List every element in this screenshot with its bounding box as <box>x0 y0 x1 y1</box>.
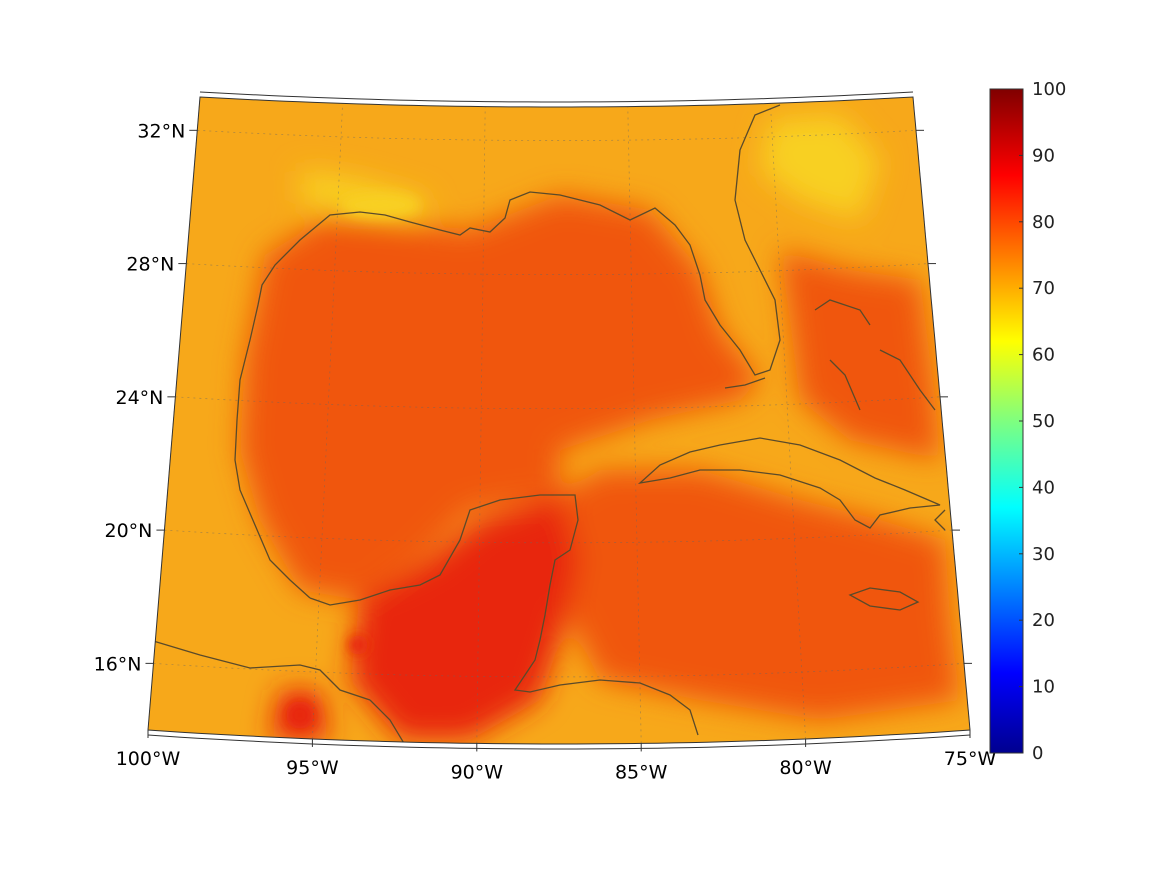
field-details <box>286 193 420 729</box>
lat-tick-label: 32°N <box>137 120 185 142</box>
parallel-line <box>175 396 941 410</box>
colorbar-ticks: 0 10 20 30 40 50 60 70 80 90 100 <box>1019 79 1066 764</box>
colorbar-tick-label: 60 <box>1032 345 1055 366</box>
lon-tick-label: 90°W <box>451 761 504 783</box>
cool-northeast-patch <box>760 115 880 220</box>
lat-tick-label: 20°N <box>105 520 153 542</box>
longitude-labels: 100°W 95°W 90°W 85°W 80°W 75°W <box>116 730 997 783</box>
parallel-line <box>186 263 929 275</box>
coastline-florida-keys <box>724 377 766 389</box>
colorbar-tick-label: 50 <box>1032 411 1055 432</box>
colorbar-tick-label: 90 <box>1032 145 1055 166</box>
frame-bottom-outer <box>147 734 971 750</box>
cool-spot <box>340 193 420 217</box>
coastline-jamaica <box>848 587 920 611</box>
lon-tick-label: 95°W <box>286 757 339 779</box>
colorbar-tick-label: 80 <box>1032 212 1055 233</box>
atlantic-patch <box>780 250 940 460</box>
frame-outline <box>147 96 971 745</box>
colorbar-tick-label: 10 <box>1032 677 1055 698</box>
map-frame <box>147 91 971 750</box>
colorbar-bar <box>989 88 1024 754</box>
latitude-labels: 16°N 20°N 24°N 28°N 32°N <box>94 120 972 675</box>
caribbean-patch <box>560 470 960 720</box>
lon-tick-label: 100°W <box>116 748 181 770</box>
meridian-line <box>476 106 486 744</box>
meridian-line <box>312 103 343 740</box>
colorbar-tick-label: 100 <box>1032 79 1066 100</box>
lat-tick-label: 24°N <box>116 387 164 409</box>
hot-spot <box>348 635 368 655</box>
hot-spot-2 <box>286 701 314 729</box>
colorbar-tick-label: 30 <box>1032 544 1055 565</box>
data-field <box>148 97 970 744</box>
colorbar-tick-label: 0 <box>1032 743 1043 764</box>
lat-tick-label: 28°N <box>126 254 174 276</box>
meridian-line <box>770 103 806 740</box>
gulf-ocean-patch <box>240 195 760 600</box>
frame-top-outer <box>199 91 914 103</box>
lat-tick-label: 16°N <box>94 653 142 675</box>
coastline-gulf <box>149 104 781 701</box>
coastline-hispaniola <box>934 509 946 531</box>
coastline-yucatan <box>309 494 699 736</box>
colorbar-tick-label: 20 <box>1032 610 1055 631</box>
lon-tick-label: 75°W <box>944 748 997 770</box>
field-patches <box>240 115 960 740</box>
coastline-central-america <box>369 699 406 744</box>
colorbar-tick-label: 70 <box>1032 278 1055 299</box>
coastline-bahamas <box>814 299 936 411</box>
coastline-cuba <box>637 437 941 529</box>
lon-tick-label: 80°W <box>779 757 832 779</box>
meridian-line <box>627 106 642 744</box>
lon-tick-label: 85°W <box>615 761 668 783</box>
colorbar: 0 10 20 30 40 50 60 70 80 90 100 <box>989 79 1066 764</box>
colorbar-tick-label: 40 <box>1032 477 1055 498</box>
coastlines <box>149 104 946 744</box>
